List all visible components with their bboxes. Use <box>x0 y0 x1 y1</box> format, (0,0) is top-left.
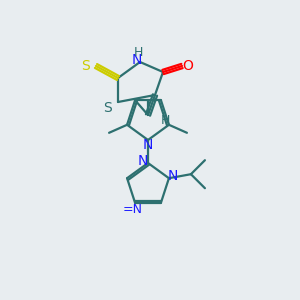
Text: =N: =N <box>123 203 143 216</box>
Text: N: N <box>132 53 142 67</box>
Text: N: N <box>143 138 153 152</box>
Text: S: S <box>81 59 89 73</box>
Text: N: N <box>138 154 148 168</box>
Text: O: O <box>183 59 194 73</box>
Text: N: N <box>168 169 178 183</box>
Text: H: H <box>133 46 143 59</box>
Text: H: H <box>160 113 170 127</box>
Text: S: S <box>103 101 112 115</box>
